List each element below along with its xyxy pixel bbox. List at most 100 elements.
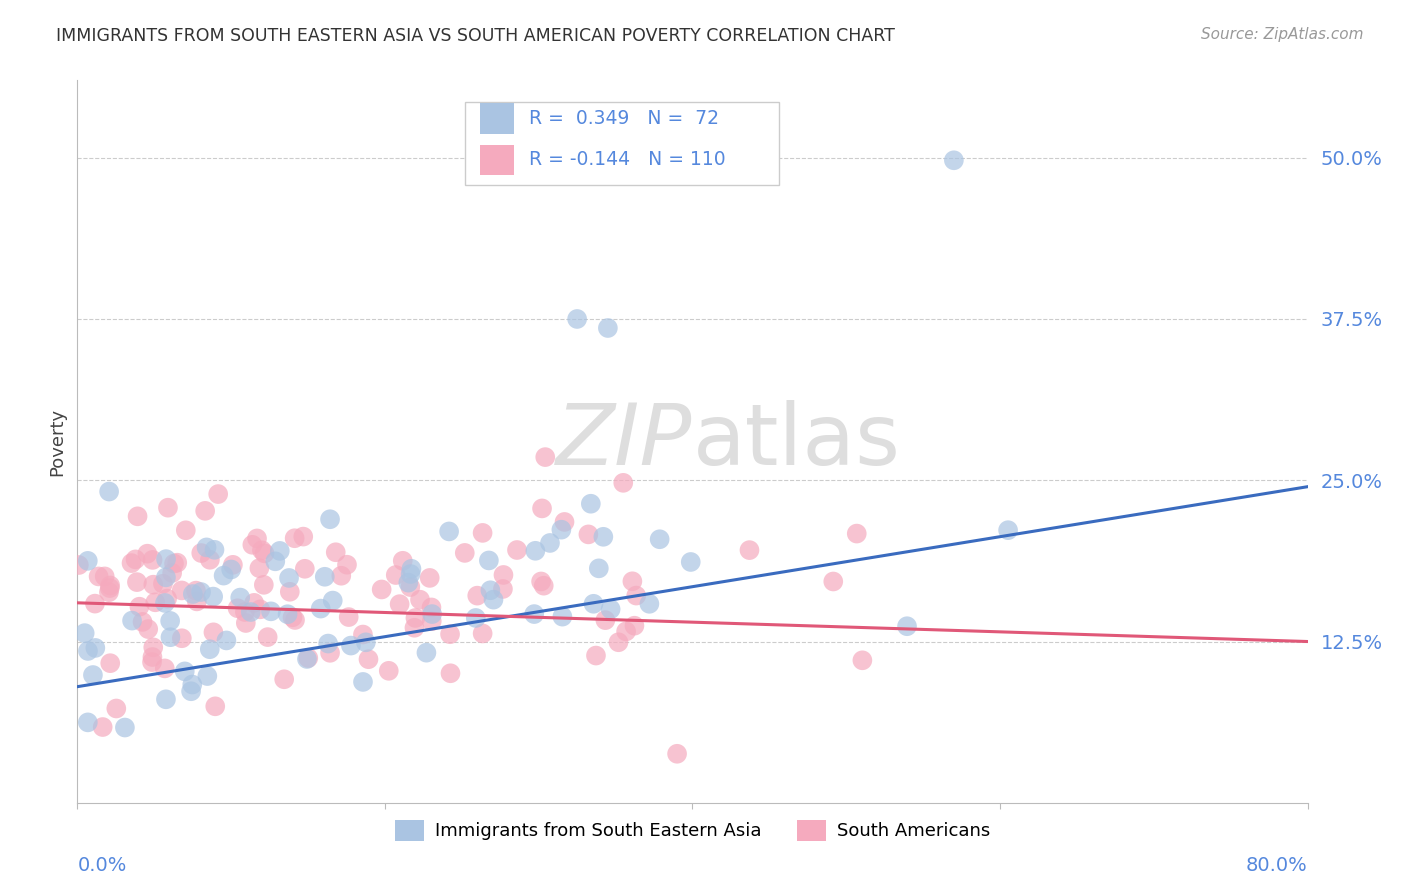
Point xyxy=(579,497,602,511)
Point xyxy=(352,674,374,689)
Point xyxy=(212,568,235,582)
Point xyxy=(240,538,263,552)
Point xyxy=(415,646,437,660)
Point xyxy=(202,625,225,640)
Point xyxy=(269,544,291,558)
Point xyxy=(399,567,422,582)
Point xyxy=(195,669,218,683)
Point xyxy=(599,602,621,616)
Point xyxy=(454,546,477,560)
Point xyxy=(204,699,226,714)
Point xyxy=(198,553,221,567)
Point xyxy=(738,543,761,558)
Point xyxy=(239,605,262,619)
Point xyxy=(153,596,176,610)
Point xyxy=(127,509,149,524)
Legend: Immigrants from South Eastern Asia, South Americans: Immigrants from South Eastern Asia, Sout… xyxy=(388,813,997,848)
Point xyxy=(492,582,515,596)
Point xyxy=(273,673,295,687)
Point xyxy=(82,668,104,682)
Point xyxy=(170,632,193,646)
Point xyxy=(204,542,226,557)
Point xyxy=(396,575,419,590)
Point xyxy=(592,530,614,544)
Y-axis label: Poverty: Poverty xyxy=(48,408,66,475)
Point xyxy=(264,554,287,568)
Point xyxy=(98,484,121,499)
Point xyxy=(194,504,217,518)
Point xyxy=(534,450,557,464)
Point xyxy=(478,553,501,567)
Point xyxy=(125,575,148,590)
Point xyxy=(482,592,505,607)
Point xyxy=(851,653,873,667)
Point xyxy=(76,715,98,730)
Point xyxy=(582,597,605,611)
Point xyxy=(246,532,269,546)
Point xyxy=(215,633,238,648)
Point xyxy=(588,561,610,575)
Point xyxy=(105,701,128,715)
Point xyxy=(464,611,486,625)
Point xyxy=(253,578,276,592)
Point xyxy=(121,556,143,570)
Point xyxy=(623,618,645,632)
Point xyxy=(136,547,159,561)
Point xyxy=(156,500,179,515)
Point xyxy=(98,656,121,670)
Point xyxy=(309,601,332,615)
Point xyxy=(202,590,225,604)
Point xyxy=(337,610,360,624)
Point xyxy=(325,545,347,559)
Point xyxy=(595,613,617,627)
Point xyxy=(190,585,212,599)
Point xyxy=(84,597,107,611)
Point xyxy=(322,593,344,607)
Point xyxy=(997,523,1019,537)
Point xyxy=(233,605,256,619)
Point xyxy=(76,554,98,568)
Point xyxy=(409,592,432,607)
Text: atlas: atlas xyxy=(693,400,900,483)
Point xyxy=(648,533,671,547)
Point xyxy=(314,570,336,584)
Point xyxy=(551,609,574,624)
Point xyxy=(479,583,502,598)
Point xyxy=(391,554,413,568)
Point xyxy=(401,562,423,576)
Point xyxy=(506,543,529,558)
Point xyxy=(596,321,619,335)
Point xyxy=(97,585,120,599)
Point xyxy=(67,558,90,572)
Point xyxy=(180,684,202,698)
Point xyxy=(419,571,441,585)
Point xyxy=(222,558,245,572)
Point xyxy=(198,642,221,657)
Point xyxy=(155,570,177,584)
Point xyxy=(91,720,114,734)
Point xyxy=(284,531,307,545)
Point xyxy=(316,636,339,650)
Point xyxy=(319,512,342,526)
Point xyxy=(319,646,342,660)
Point xyxy=(297,651,319,665)
Point xyxy=(124,552,146,566)
Point xyxy=(471,525,494,540)
Point xyxy=(531,501,554,516)
Text: IMMIGRANTS FROM SOUTH EASTERN ASIA VS SOUTH AMERICAN POVERTY CORRELATION CHART: IMMIGRANTS FROM SOUTH EASTERN ASIA VS SO… xyxy=(56,27,896,45)
Point xyxy=(576,527,599,541)
Point xyxy=(294,562,316,576)
Point xyxy=(256,630,278,644)
Point xyxy=(370,582,392,597)
Point xyxy=(439,666,461,681)
Point xyxy=(249,602,271,616)
Point xyxy=(142,577,165,591)
Point xyxy=(278,584,301,599)
Point xyxy=(260,604,283,618)
Point xyxy=(530,574,553,589)
Point xyxy=(160,566,183,580)
Point xyxy=(153,661,176,675)
Point xyxy=(143,595,166,609)
Point xyxy=(247,561,270,575)
Point xyxy=(121,614,143,628)
